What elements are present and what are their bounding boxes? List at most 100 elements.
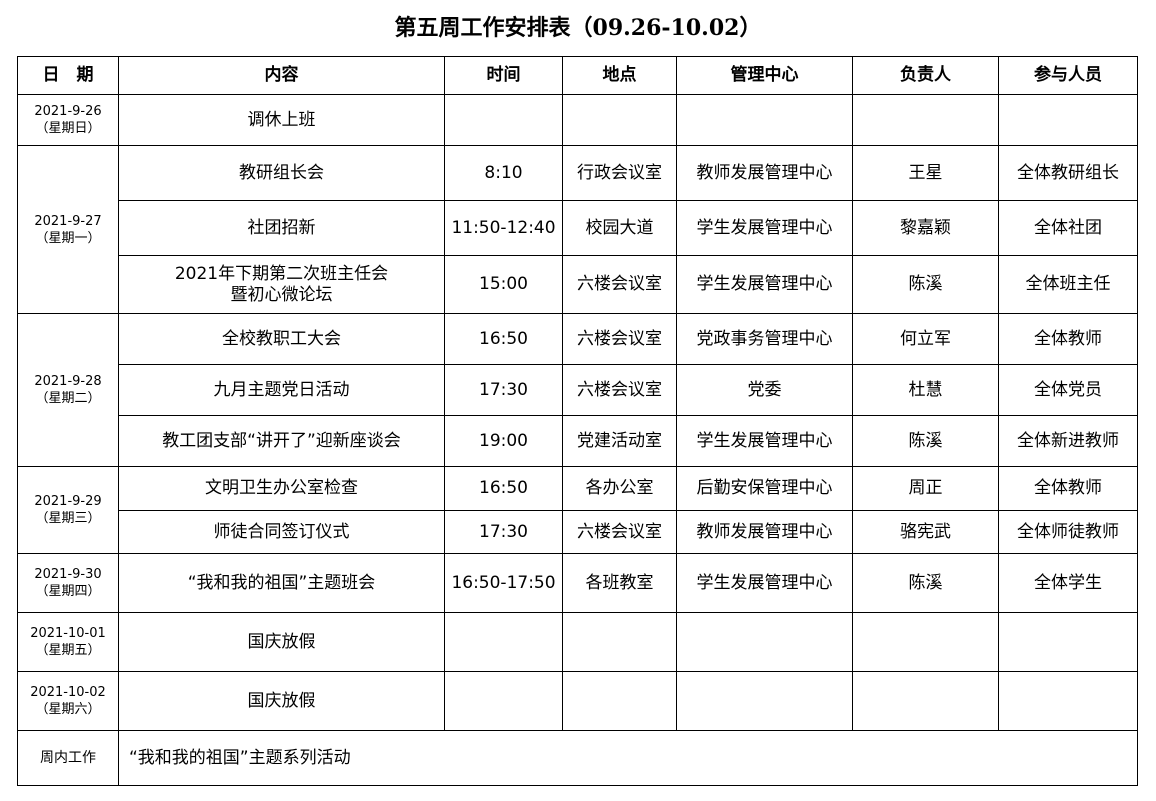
participants-cell: 全体师徒教师 [998,510,1138,554]
participants-cell: 全体班主任 [998,255,1138,314]
weekly-row: 周内工作 “我和我的祖国”主题系列活动 [17,730,1138,786]
table-row: 九月主题党日活动 17:30 六楼会议室 党委 杜慧 全体党员 [18,364,1138,416]
time-cell: 15:00 [444,255,563,314]
center-cell [676,94,853,146]
weekly-content: “我和我的祖国”主题系列活动 [118,730,1138,786]
place-cell: 各班教室 [562,553,677,613]
table-row: 2021-9-28 （星期二） 全校教职工大会 16:50 六楼会议室 党政事务管理中心何… [17,313,1138,467]
center-cell: 后勤安保管理中心 [676,466,853,511]
center-cell: 教师发展管理中心 [676,145,853,201]
content-cell: 文明卫生办公室检查 [118,466,445,511]
time-cell [444,671,563,731]
content-cell: 教研组长会 [118,145,445,201]
owner-cell: 何立军 [852,313,999,365]
place-cell [562,612,677,672]
time-cell: 19:00 [444,415,563,467]
center-cell: 学生发展管理中心 [676,255,853,314]
center-cell: 学生发展管理中心 [676,553,853,613]
header-place: 地点 [562,56,677,95]
participants-cell: 全体新进教师 [998,415,1138,467]
center-cell: 党委 [676,364,853,416]
place-cell: 六楼会议室 [562,255,677,314]
place-cell: 各办公室 [562,466,677,511]
place-cell: 六楼会议室 [562,510,677,554]
date-cell: 2021-9-26 （星期日） [17,94,119,146]
date-cell: 2021-10-02 （星期六） [17,671,119,731]
place-cell: 行政会议室 [562,145,677,201]
time-cell: 17:30 [444,364,563,416]
center-cell [676,612,853,672]
date-text: 2021-10-02 [30,685,106,700]
participants-cell: 全体学生 [998,553,1138,613]
header-row: 日 期 内容 时间 地点 管理中心 负责人 参与人员 [17,56,1138,95]
owner-cell: 黎嘉颖 [852,200,999,256]
date-cell: 2021-9-28 （星期二） [17,313,119,467]
participants-cell [998,612,1138,672]
date-text: 2021-10-01 [30,626,106,641]
table-row: 2021-9-29 （星期三） 文明卫生办公室检查 16:50 各办公室 后勤安保管理中心… [17,466,1138,554]
time-cell: 16:50-17:50 [444,553,563,613]
date-cell: 2021-10-01 （星期五） [17,612,119,672]
participants-cell [998,671,1138,731]
center-cell [676,671,853,731]
content-cell: 教工团支部“讲开了”迎新座谈会 [118,415,445,467]
owner-cell: 陈溪 [852,553,999,613]
header-date: 日 期 [17,56,119,95]
table-row: 2021-9-30 （星期四） “我和我的祖国”主题班会 16:50-17:50 各班教… [17,553,1138,613]
content-cell: 调休上班 [118,94,445,146]
date-text: 2021-9-30 [34,567,102,582]
table-row: 师徒合同签订仪式 17:30 六楼会议室 教师发展管理中心 骆宪武 全体师徒教师 [18,510,1138,554]
owner-cell: 陈溪 [852,415,999,467]
content-cell: 全校教职工大会 [118,313,445,365]
participants-cell: 全体党员 [998,364,1138,416]
table-row: 教工团支部“讲开了”迎新座谈会 19:00 党建活动室 学生发展管理中心 陈溪 全体新进教… [18,415,1138,467]
content-cell: 九月主题党日活动 [118,364,445,416]
time-cell [444,612,563,672]
date-cell: 2021-9-27 （星期一） [17,145,119,314]
participants-cell: 全体教研组长 [998,145,1138,201]
content-cell: 师徒合同签订仪式 [118,510,445,554]
table-row: 2021-9-27 （星期一） 教研组长会 8:10 行政会议室 教师发展管理中心 王星 全体… [17,145,1138,314]
weekday-text: （星期二） [35,391,101,406]
owner-cell: 陈溪 [852,255,999,314]
place-cell: 六楼会议室 [562,313,677,365]
center-cell: 党政事务管理中心 [676,313,853,365]
participants-cell: 全体教师 [998,466,1138,511]
center-cell: 教师发展管理中心 [676,510,853,554]
content-cell: 2021年下期第二次班主任会 暨初心微论坛 [118,255,445,314]
participants-cell: 全体社团 [998,200,1138,256]
date-text: 2021-9-27 [34,213,102,229]
place-cell: 六楼会议室 [562,364,677,416]
owner-cell [852,94,999,146]
date-cell: 2021-9-30 （星期四） [17,553,119,613]
weekday-text: （星期四） [35,584,101,599]
header-time: 时间 [444,56,563,95]
content-cell: “我和我的祖国”主题班会 [118,553,445,613]
participants-cell: 全体教师 [998,313,1138,365]
center-cell: 学生发展管理中心 [676,200,853,256]
page-title: 第五周工作安排表（09.26-10.02） [394,15,762,41]
table-row: 社团招新 11:50-12:40 校园大道 学生发展管理中心 黎嘉颖 全体社团 [18,200,1138,256]
date-cell: 2021-9-29 （星期三） [17,466,119,554]
owner-cell: 杜慧 [852,364,999,416]
table-row: 2021-10-02 （星期六） 国庆放假 [17,671,1138,731]
header-center: 管理中心 [676,56,853,95]
table-row: 2021-10-01 （星期五） 国庆放假 [17,612,1138,672]
participants-cell [998,94,1138,146]
weekly-label: 周内工作 [17,730,119,786]
time-cell: 16:50 [444,466,563,511]
weekday-text: （星期三） [35,511,101,526]
header-participants: 参与人员 [998,56,1138,95]
place-cell: 校园大道 [562,200,677,256]
place-cell [562,671,677,731]
owner-cell [852,671,999,731]
weekday-text: （星期一） [35,230,101,246]
date-text: 2021-9-29 [34,494,102,509]
header-owner: 负责人 [852,56,999,95]
place-cell [562,94,677,146]
time-cell: 11:50-12:40 [444,200,563,256]
time-cell: 17:30 [444,510,563,554]
place-cell: 党建活动室 [562,415,677,467]
date-text: 2021-9-26 [34,104,102,119]
content-cell: 国庆放假 [118,671,445,731]
